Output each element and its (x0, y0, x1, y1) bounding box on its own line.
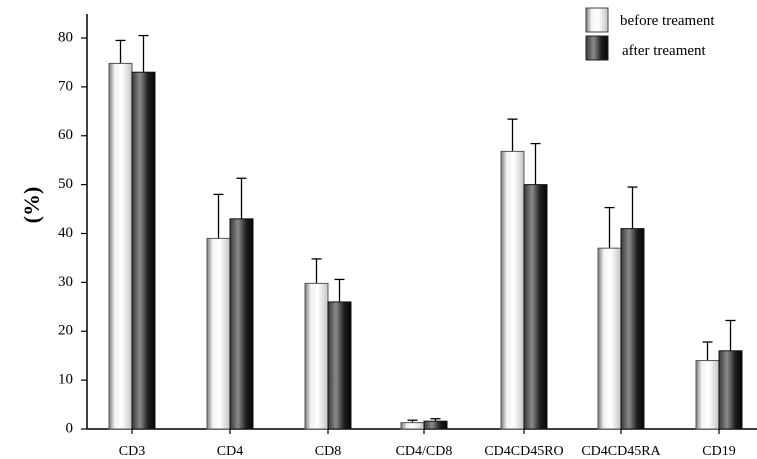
x-tick-labels: CD3 CD4 CD8 CD4/CD8 CD4CD45RO CD4CD45RA CD19 (119, 429, 736, 459)
x-tick-label: CD19 (702, 444, 735, 459)
x-tick-label: CD4/CD8 (396, 444, 453, 459)
legend-swatch-after (585, 35, 609, 61)
bar-after-cd4cd45ro (523, 184, 548, 430)
bar-before-cd19 (695, 360, 720, 430)
legend: before treament after treament (585, 7, 715, 61)
y-tick-label: 50 (58, 176, 73, 192)
bar-before-cd8 (304, 282, 329, 430)
bars (108, 34, 743, 430)
y-tick-label: 60 (58, 127, 73, 143)
x-tick-label: CD8 (315, 444, 341, 459)
y-tick-label: 40 (58, 225, 73, 241)
x-tick-label: CD4CD45RO (484, 444, 563, 459)
bar-after-cd4 (229, 218, 254, 430)
legend-label-before: before treament (620, 13, 715, 29)
x-tick-label: CD4CD45RA (581, 444, 661, 459)
legend-label-after: after treament (622, 43, 707, 59)
bar-after-cd4-cd8 (423, 420, 448, 430)
bar-before-cd4-cd8 (400, 422, 425, 430)
bar-after-cd19 (718, 350, 743, 430)
y-tick-label: 70 (58, 78, 73, 94)
y-tick-label: 30 (58, 274, 73, 290)
y-tick-label: 0 (66, 420, 74, 436)
axes (86, 14, 757, 430)
bar-before-cd4 (206, 237, 231, 430)
y-tick-label: 10 (58, 372, 73, 388)
bar-after-cd8 (327, 301, 352, 430)
bar-before-cd3 (108, 62, 133, 430)
x-tick-label: CD4 (217, 444, 243, 459)
y-axis-label: (%) (19, 187, 44, 224)
y-ticks: 0 10 20 30 40 50 60 70 80 (58, 29, 87, 436)
bar-before-cd4cd45ro (500, 150, 525, 430)
bar-before-cd4cd45ra (597, 247, 622, 430)
y-tick-label: 20 (58, 323, 73, 339)
x-tick-label: CD3 (119, 444, 145, 459)
y-tick-label: 80 (58, 29, 73, 45)
bar-after-cd4cd45ra (620, 228, 645, 430)
bar-after-cd3 (131, 71, 156, 430)
legend-swatch-before (585, 7, 609, 33)
